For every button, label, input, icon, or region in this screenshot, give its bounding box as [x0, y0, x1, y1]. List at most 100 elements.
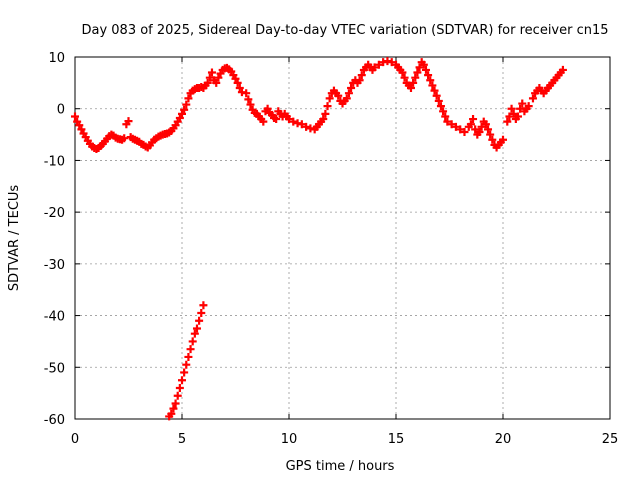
x-tick-label: 5	[178, 432, 186, 447]
data-point	[488, 135, 497, 144]
data-point	[400, 73, 409, 82]
data-point	[428, 81, 437, 90]
data-point	[424, 71, 433, 80]
data-point	[439, 107, 448, 116]
data-point	[184, 94, 193, 103]
data-point	[71, 112, 79, 121]
data-point	[175, 383, 184, 392]
data-point	[436, 102, 445, 111]
data-point	[186, 345, 195, 354]
data-point	[342, 94, 351, 103]
data-point	[180, 105, 189, 114]
data-point	[205, 73, 214, 82]
data-point	[430, 86, 439, 95]
data-point	[443, 117, 452, 126]
data-point	[509, 109, 518, 118]
data-point	[486, 130, 495, 139]
data-point	[231, 74, 240, 83]
y-tick-label: -10	[44, 154, 65, 169]
data-point	[184, 352, 193, 361]
data-point	[169, 404, 178, 413]
data-point	[173, 391, 182, 400]
data-point	[319, 115, 328, 124]
data-point	[190, 329, 199, 338]
y-tick-label: 0	[57, 103, 65, 118]
data-point	[426, 76, 435, 85]
data-point	[285, 115, 293, 124]
data-point	[203, 78, 212, 87]
data-point	[325, 94, 334, 103]
data-point	[441, 112, 450, 121]
data-point	[182, 360, 191, 369]
data-point	[456, 125, 465, 134]
data-point	[355, 76, 364, 85]
x-tick-label: 20	[495, 432, 512, 447]
data-point	[302, 122, 311, 131]
data-point	[334, 91, 343, 100]
data-point	[297, 120, 306, 129]
data-point	[207, 68, 216, 77]
data-point	[75, 121, 84, 130]
y-tick-label: -60	[44, 413, 65, 428]
data-point	[212, 78, 221, 87]
y-tick-label: -20	[44, 206, 65, 221]
data-point	[413, 68, 422, 77]
data-point	[460, 127, 469, 136]
data-point	[505, 112, 514, 121]
data-point	[321, 109, 330, 118]
data-point	[387, 58, 396, 67]
data-point	[419, 60, 428, 69]
y-tick-label: 10	[48, 51, 65, 66]
data-point	[246, 100, 255, 109]
data-point	[272, 115, 281, 124]
data-point	[195, 316, 204, 325]
data-point	[406, 84, 415, 93]
x-tick-label: 10	[281, 432, 298, 447]
x-tick-label: 0	[71, 432, 79, 447]
data-point	[178, 109, 186, 118]
data-point	[528, 94, 537, 103]
data-point	[477, 122, 486, 131]
data-point	[344, 89, 353, 98]
y-axis-label: SDTVAR / TECUs	[7, 185, 22, 292]
data-point	[409, 78, 418, 87]
data-point	[503, 117, 512, 126]
data-point	[192, 324, 201, 333]
data-point	[182, 100, 191, 109]
data-point	[513, 112, 522, 121]
y-tick-label: -50	[44, 361, 65, 376]
data-point	[370, 63, 379, 72]
data-point	[471, 125, 480, 134]
y-tick-label: -30	[44, 258, 65, 273]
data-point	[188, 337, 197, 346]
data-point	[481, 120, 490, 129]
data-point	[357, 71, 366, 80]
data-point	[197, 308, 206, 317]
data-point	[475, 127, 484, 136]
data-point	[214, 73, 223, 82]
data-point	[263, 104, 272, 113]
data-point	[432, 91, 441, 100]
data-point	[244, 95, 253, 104]
data-point	[466, 120, 475, 129]
data-point	[499, 135, 507, 144]
data-point	[77, 125, 86, 134]
y-tick-label: -40	[44, 310, 65, 325]
y-tick-labels: 10 0 -10 -20 -30 -40 -50 -60	[44, 51, 65, 428]
data-point	[421, 65, 430, 74]
data-point	[411, 73, 420, 82]
data-point	[180, 368, 189, 377]
data-point	[447, 120, 456, 129]
data-point	[451, 122, 460, 131]
data-point	[175, 114, 184, 123]
data-point	[178, 376, 186, 385]
data-point	[233, 78, 242, 87]
data-point	[524, 102, 533, 111]
data-point	[415, 63, 424, 72]
data-point	[235, 84, 244, 93]
chart-title: Day 083 of 2025, Sidereal Day-to-day VTE…	[81, 23, 608, 38]
data-point	[374, 60, 383, 69]
data-point	[289, 117, 298, 126]
data-point	[323, 102, 332, 111]
data-point	[434, 96, 443, 105]
